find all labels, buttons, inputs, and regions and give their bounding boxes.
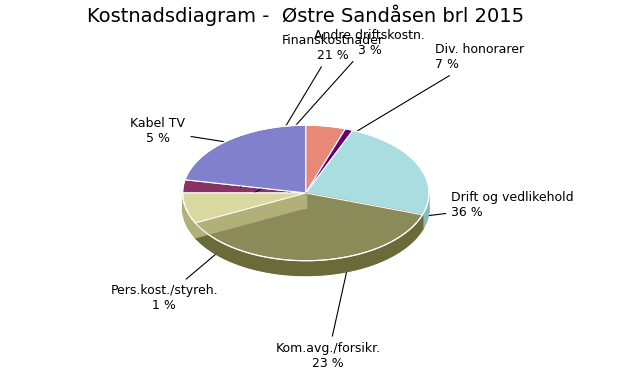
Text: Finanskostnader
21 %: Finanskostnader 21 % xyxy=(264,34,384,162)
Polygon shape xyxy=(196,215,423,276)
Polygon shape xyxy=(196,193,306,238)
Polygon shape xyxy=(306,130,429,215)
Text: Pers.kost./styreh.
1 %: Pers.kost./styreh. 1 % xyxy=(110,160,327,312)
Polygon shape xyxy=(306,125,345,193)
Text: Drift og vedlikehold
36 %: Drift og vedlikehold 36 % xyxy=(313,191,574,230)
Polygon shape xyxy=(196,193,306,238)
Polygon shape xyxy=(196,193,423,261)
Text: Kom.avg./forsikr.
23 %: Kom.avg./forsikr. 23 % xyxy=(276,180,380,370)
Polygon shape xyxy=(306,129,353,193)
Title: Kostnadsdiagram -  Østre Sandåsen brl 2015: Kostnadsdiagram - Østre Sandåsen brl 201… xyxy=(87,4,524,26)
Text: Andre driftskostn.
3 %: Andre driftskostn. 3 % xyxy=(240,29,425,187)
Polygon shape xyxy=(182,193,306,223)
Polygon shape xyxy=(306,193,423,229)
Text: Kabel TV
5 %: Kabel TV 5 % xyxy=(131,117,314,156)
Polygon shape xyxy=(182,180,306,193)
Text: Div. honorarer
7 %: Div. honorarer 7 % xyxy=(242,43,524,200)
Polygon shape xyxy=(182,193,306,208)
Polygon shape xyxy=(182,193,306,208)
Polygon shape xyxy=(185,125,306,193)
Polygon shape xyxy=(306,193,423,229)
Polygon shape xyxy=(423,193,429,229)
Polygon shape xyxy=(182,193,196,238)
